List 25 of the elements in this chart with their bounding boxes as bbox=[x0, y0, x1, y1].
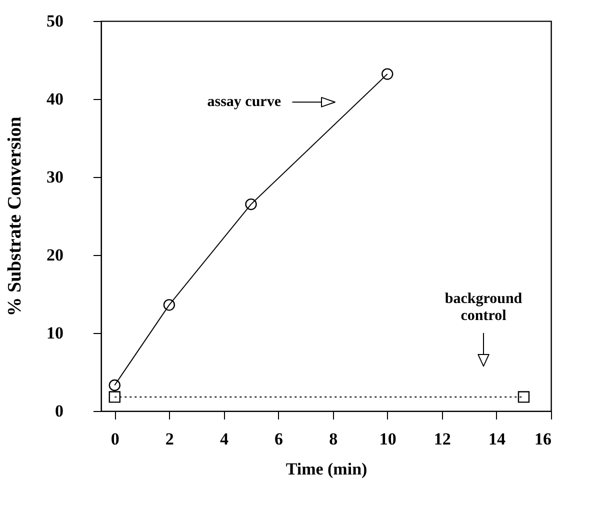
point bbox=[518, 391, 530, 403]
x-tick-label: 14 bbox=[488, 430, 506, 448]
y-tick-label: 30 bbox=[46, 168, 64, 186]
x-tick-label: 0 bbox=[110, 430, 120, 448]
point bbox=[108, 379, 120, 392]
y-tick-label: 40 bbox=[46, 90, 64, 108]
annotation: assay curve bbox=[207, 94, 282, 110]
y-tick-label: 10 bbox=[46, 324, 64, 342]
x-tick-label: 12 bbox=[434, 430, 451, 448]
y-axis-title: % Substrate Conversion bbox=[4, 116, 26, 316]
point bbox=[108, 391, 120, 403]
x-tick-label: 10 bbox=[379, 430, 396, 448]
annotation: background control bbox=[444, 290, 523, 324]
x-axis-title: Time (min) bbox=[286, 460, 368, 478]
x-tick-label: 6 bbox=[274, 430, 284, 448]
x-tick-label: 2 bbox=[165, 430, 174, 448]
x-tick-label: 4 bbox=[220, 430, 229, 448]
x-tick-label: 8 bbox=[329, 430, 338, 448]
x-tick-label: 16 bbox=[534, 430, 552, 448]
y-tick-label: 50 bbox=[46, 12, 64, 30]
y-tick-label: 20 bbox=[46, 246, 64, 264]
y-tick-label: 0 bbox=[55, 402, 64, 420]
point bbox=[245, 198, 257, 210]
point bbox=[382, 68, 394, 80]
point bbox=[163, 299, 176, 311]
